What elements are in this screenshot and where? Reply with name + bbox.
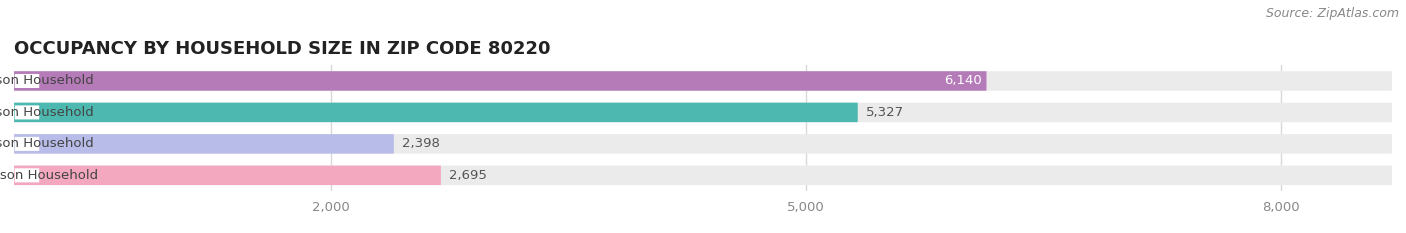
FancyBboxPatch shape [14,71,987,91]
Text: 2-Person Household: 2-Person Household [0,106,93,119]
FancyBboxPatch shape [14,103,858,122]
FancyBboxPatch shape [14,105,39,120]
FancyBboxPatch shape [14,166,441,185]
Text: 1-Person Household: 1-Person Household [0,75,93,87]
FancyBboxPatch shape [14,137,39,151]
FancyBboxPatch shape [14,103,1392,122]
Text: 3-Person Household: 3-Person Household [0,137,93,150]
Text: 6,140: 6,140 [943,75,981,87]
Text: Source: ZipAtlas.com: Source: ZipAtlas.com [1265,7,1399,20]
Text: OCCUPANCY BY HOUSEHOLD SIZE IN ZIP CODE 80220: OCCUPANCY BY HOUSEHOLD SIZE IN ZIP CODE … [14,40,551,58]
FancyBboxPatch shape [14,168,39,182]
Text: 4+ Person Household: 4+ Person Household [0,169,98,182]
FancyBboxPatch shape [14,166,1392,185]
Text: 5,327: 5,327 [866,106,904,119]
FancyBboxPatch shape [14,134,1392,154]
FancyBboxPatch shape [14,71,1392,91]
Text: 2,695: 2,695 [449,169,486,182]
FancyBboxPatch shape [14,74,39,88]
FancyBboxPatch shape [14,134,394,154]
Text: 2,398: 2,398 [402,137,440,150]
